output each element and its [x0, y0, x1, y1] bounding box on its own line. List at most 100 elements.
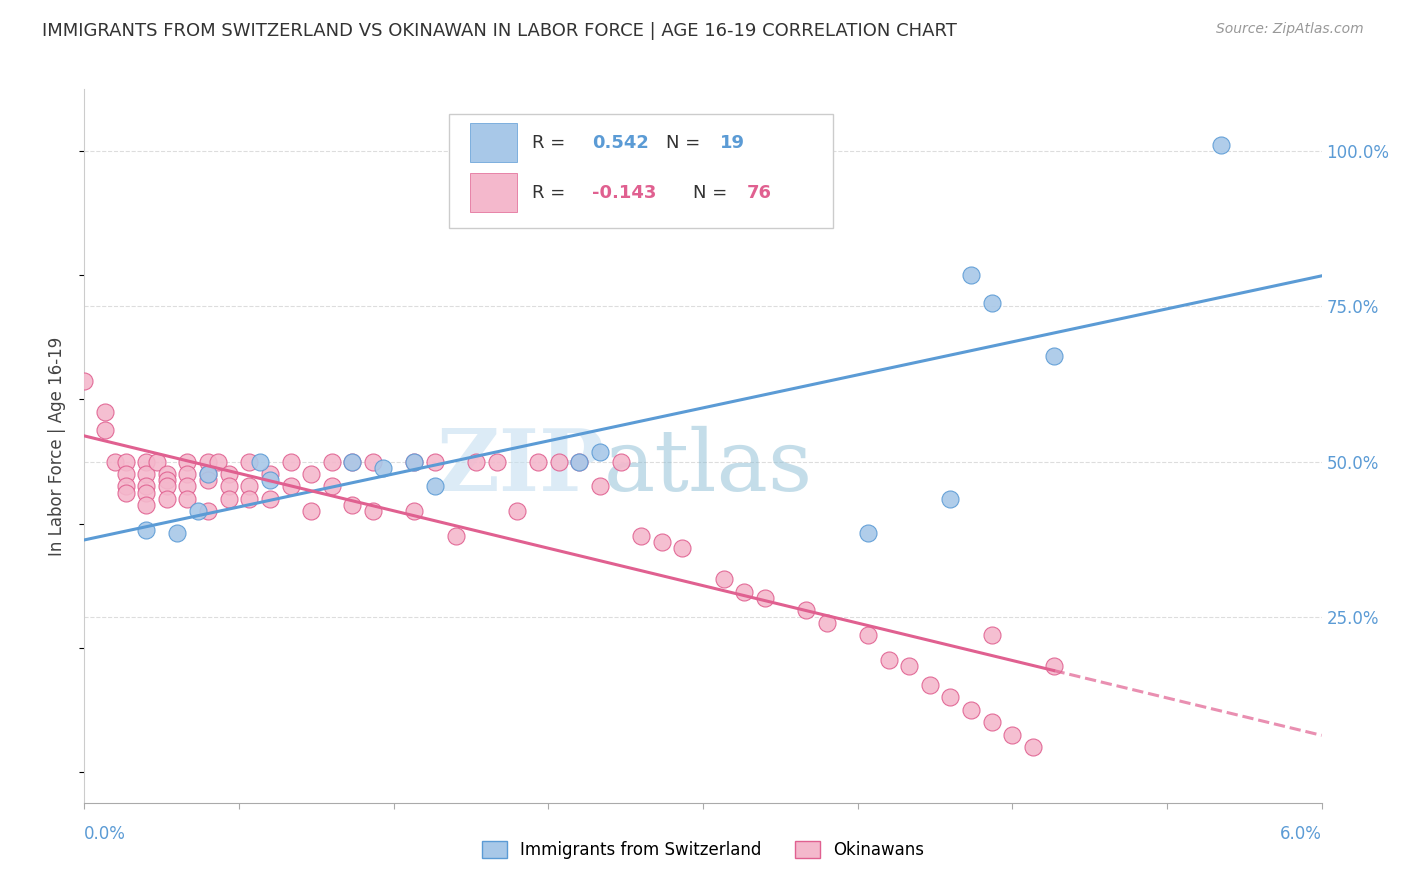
Point [713, 573, 735, 587]
Point [176, 467, 198, 481]
Point [135, 454, 157, 468]
FancyBboxPatch shape [450, 114, 832, 228]
Point [73, 374, 96, 388]
Point [1001, 727, 1024, 741]
Point [568, 454, 591, 468]
Point [114, 479, 136, 493]
Point [94, 405, 117, 419]
Text: ZIP: ZIP [436, 425, 605, 509]
Point [207, 454, 229, 468]
Point [373, 460, 395, 475]
Point [589, 479, 612, 493]
Point [342, 454, 364, 468]
Point [404, 454, 426, 468]
Point [197, 467, 219, 481]
Point [1042, 659, 1064, 673]
FancyBboxPatch shape [471, 173, 517, 212]
Point [197, 473, 219, 487]
Point [156, 491, 179, 506]
Point [114, 454, 136, 468]
Text: 0.542: 0.542 [592, 134, 648, 152]
Point [423, 479, 446, 493]
Point [114, 485, 136, 500]
Point [1022, 739, 1045, 754]
Point [321, 479, 343, 493]
Point [939, 491, 962, 506]
Point [361, 504, 384, 518]
Text: -0.143: -0.143 [592, 184, 657, 202]
Point [877, 653, 900, 667]
Point [444, 529, 467, 543]
Point [187, 504, 209, 518]
Point [321, 454, 343, 468]
Point [960, 703, 983, 717]
Point [135, 498, 157, 512]
Point [361, 454, 384, 468]
Text: N =: N = [693, 184, 733, 202]
Point [485, 454, 508, 468]
Point [218, 467, 240, 481]
Point [259, 473, 281, 487]
Point [980, 628, 1002, 642]
Point [238, 491, 260, 506]
Point [259, 467, 281, 481]
Point [135, 523, 157, 537]
Point [218, 491, 240, 506]
Point [1209, 138, 1232, 153]
Point [856, 628, 879, 642]
Point [156, 473, 179, 487]
Point [465, 454, 488, 468]
Point [980, 296, 1002, 310]
Point [156, 467, 179, 481]
Point [506, 504, 529, 518]
Point [299, 467, 322, 481]
Legend: Immigrants from Switzerland, Okinawans: Immigrants from Switzerland, Okinawans [475, 834, 931, 866]
Point [1042, 349, 1064, 363]
Point [197, 504, 219, 518]
Point [939, 690, 962, 705]
Point [166, 525, 188, 540]
Point [609, 454, 631, 468]
Point [176, 454, 198, 468]
Point [145, 454, 167, 468]
Point [671, 541, 693, 556]
Point [898, 659, 921, 673]
Text: 76: 76 [747, 184, 772, 202]
Point [733, 584, 755, 599]
Text: IMMIGRANTS FROM SWITZERLAND VS OKINAWAN IN LABOR FORCE | AGE 16-19 CORRELATION C: IMMIGRANTS FROM SWITZERLAND VS OKINAWAN … [42, 22, 957, 40]
Point [960, 268, 983, 283]
Y-axis label: In Labor Force | Age 16-19: In Labor Force | Age 16-19 [48, 336, 66, 556]
Point [238, 454, 260, 468]
Point [135, 479, 157, 493]
Point [342, 454, 364, 468]
Point [794, 603, 817, 617]
Point [815, 615, 838, 630]
FancyBboxPatch shape [471, 123, 517, 162]
Point [135, 485, 157, 500]
Point [280, 479, 302, 493]
Point [918, 678, 941, 692]
Point [114, 467, 136, 481]
Point [342, 498, 364, 512]
Point [259, 491, 281, 506]
Text: R =: R = [533, 134, 571, 152]
Point [423, 454, 446, 468]
Point [176, 479, 198, 493]
Text: 6.0%: 6.0% [1279, 825, 1322, 843]
Point [856, 525, 879, 540]
Point [404, 504, 426, 518]
Point [197, 454, 219, 468]
Point [94, 424, 117, 438]
Point [238, 479, 260, 493]
Point [547, 454, 569, 468]
Point [299, 504, 322, 518]
Point [630, 529, 652, 543]
Text: atlas: atlas [605, 425, 813, 509]
Text: N =: N = [666, 134, 706, 152]
Point [135, 467, 157, 481]
Point [651, 535, 673, 549]
Text: Source: ZipAtlas.com: Source: ZipAtlas.com [1216, 22, 1364, 37]
Point [156, 479, 179, 493]
Point [754, 591, 776, 605]
Point [527, 454, 550, 468]
